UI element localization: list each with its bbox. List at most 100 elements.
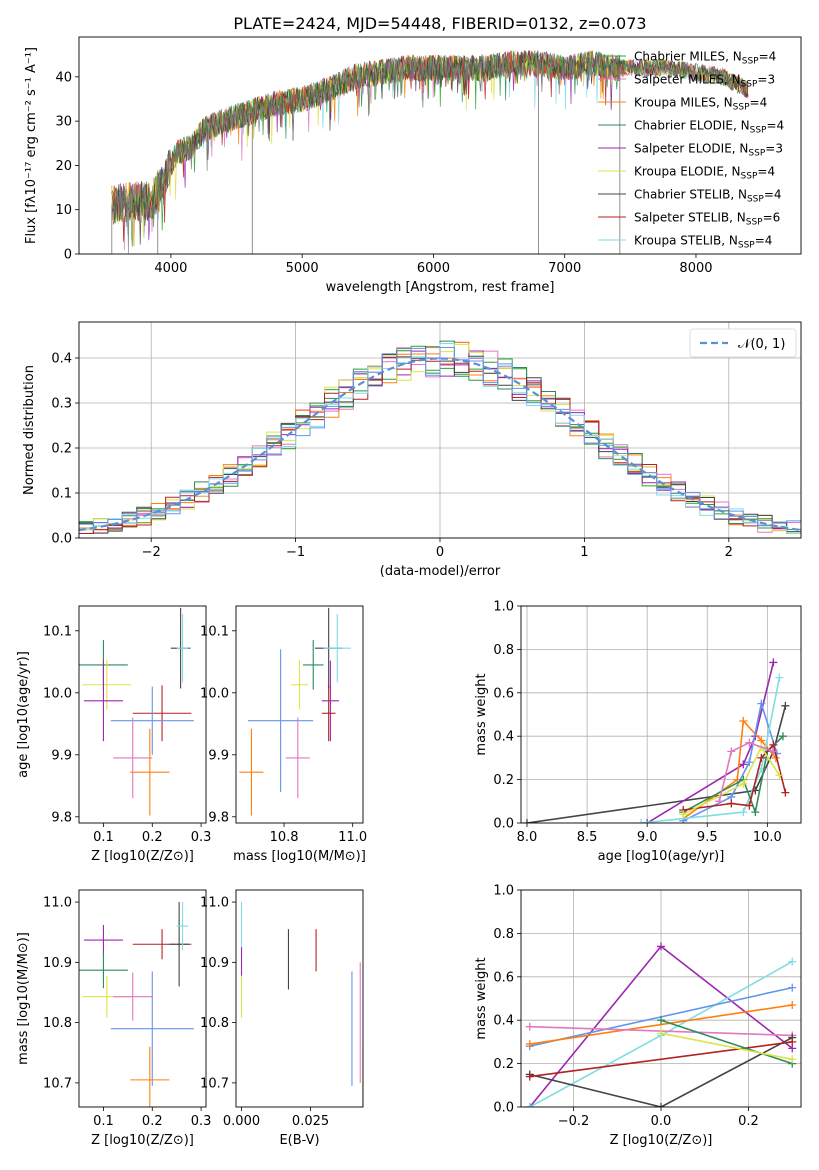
weight-marker — [757, 753, 766, 762]
legend-nssp: =3 — [757, 73, 775, 87]
y-tick-label: 10 — [55, 203, 72, 218]
x-axis-label: wavelength [Angstrom, rest frame] — [326, 280, 555, 295]
legend-entry: Chabrier MILES, NSSP=4 — [634, 50, 776, 67]
y-tick-label: 10.8 — [200, 1016, 229, 1031]
spectrum-line — [111, 50, 749, 254]
weight-marker — [788, 1037, 797, 1046]
weight-line — [529, 1041, 793, 1078]
plot-area-age-vs-z — [79, 607, 194, 816]
plot-area-spectrum — [111, 49, 749, 254]
y-tick-label: 10.0 — [43, 686, 72, 701]
x-axis-label: Z [log10(Z/Z⊙)] — [91, 1133, 194, 1148]
plot-area-mass-vs-z — [79, 902, 194, 1107]
panel-weight-vs-age: 8.0 8.5 9.0 9.5 10.0 0.0 0.2 0.4 0.6 0.8 1.0 age [l… — [474, 600, 802, 864]
x-tick-label: 1 — [580, 545, 588, 560]
weight-line — [529, 1004, 793, 1045]
weight-marker — [751, 808, 760, 817]
x-axis-label: Z [log10(Z/Z⊙)] — [610, 1133, 713, 1148]
weight-line — [660, 1032, 793, 1061]
y-tick-label: 10.9 — [200, 956, 229, 971]
y-tick-label: 0.6 — [493, 970, 514, 985]
plots-container: 4000 5000 6000 7000 8000010203040wavelength … — [16, 36, 802, 1148]
weight-marker — [525, 1103, 534, 1107]
x-tick-label: −0.2 — [558, 1114, 590, 1129]
y-tick-label: 10.7 — [200, 1076, 229, 1091]
x-tick-label: 4000 — [154, 261, 187, 276]
weight-marker — [643, 819, 652, 823]
legend-nssp: =6 — [763, 211, 781, 225]
weight-marker — [788, 983, 797, 992]
y-axis-label: mass weight — [474, 673, 489, 755]
y-tick-label: 10.8 — [43, 1016, 72, 1031]
y-tick-label: 0.4 — [493, 1014, 514, 1029]
y-tick-label: 0.2 — [51, 442, 72, 457]
plot-area-weight-vs-z — [521, 890, 801, 1107]
legend-nssp: =4 — [766, 119, 784, 133]
legend-nssp: =4 — [750, 96, 768, 110]
weight-marker — [788, 1055, 797, 1064]
legend-subscript: SSP — [738, 241, 755, 251]
x-tick-label: 8.5 — [577, 830, 598, 845]
weight-marker — [727, 799, 736, 808]
y-tick-label: 9.8 — [51, 810, 72, 825]
x-tick-label: 0.1 — [93, 830, 114, 845]
weight-marker — [739, 717, 748, 726]
y-tick-label: 9.8 — [208, 810, 229, 825]
figure-title: PLATE=2424, MJD=54448, FIBERID=0132, z=0… — [233, 14, 646, 33]
weight-marker — [739, 808, 748, 817]
weight-marker — [788, 1001, 797, 1010]
weight-marker — [788, 957, 797, 966]
legend-subscript: SSP — [742, 57, 759, 67]
y-tick-label: 0.3 — [51, 397, 72, 412]
plot-area-age-vs-mass — [239, 607, 351, 816]
y-tick-label: 0 — [64, 248, 72, 263]
y-tick-label: 0.2 — [493, 1057, 514, 1072]
legend-box — [689, 328, 797, 358]
y-tick-label: 0.0 — [51, 532, 72, 547]
y-tick-label: 1.0 — [493, 600, 514, 615]
x-tick-label: 8000 — [679, 261, 712, 276]
legend-entry: 𝒩(0, 1) — [738, 337, 785, 352]
y-tick-label: 10.9 — [43, 956, 72, 971]
weight-marker — [745, 801, 754, 810]
x-tick-label: 11.0 — [338, 830, 367, 845]
legend-nssp: =4 — [757, 165, 775, 179]
y-tick-label: 0.0 — [493, 1101, 514, 1116]
x-tick-label: 0.2 — [142, 830, 163, 845]
legend-subscript: SSP — [748, 149, 765, 159]
weight-line — [682, 745, 781, 816]
weight-marker — [727, 747, 736, 756]
y-tick-label: 10.7 — [43, 1076, 72, 1091]
y-axis-label: Normed distribution — [22, 365, 37, 495]
axes-frame — [235, 889, 364, 1108]
y-axis-label: age [log10(age/yr)] — [16, 651, 31, 778]
legend-subscript: SSP — [741, 172, 758, 182]
plot-area-mass-vs-ebv — [240, 902, 363, 1107]
legend-nssp: =4 — [764, 188, 782, 202]
x-tick-label: 9.0 — [637, 830, 658, 845]
legend-entry: Salpeter ELODIE, NSSP=3 — [634, 142, 783, 159]
axes-frame — [78, 889, 207, 1108]
x-axis-label: age [log10(age/yr)] — [598, 849, 725, 864]
x-tick-label: 0.000 — [223, 1114, 260, 1129]
x-tick-label: −1 — [286, 545, 305, 560]
axes-frame — [78, 605, 207, 824]
legend-nssp: =4 — [759, 50, 777, 64]
weight-marker — [739, 779, 748, 788]
weight-marker — [715, 797, 724, 806]
weight-marker — [525, 1022, 534, 1031]
weight-marker — [769, 658, 778, 667]
weight-line — [526, 705, 787, 823]
x-tick-label: 0.3 — [191, 830, 212, 845]
plot-area-residuals — [79, 322, 801, 538]
axes-frame — [520, 889, 802, 1108]
x-axis-label: E(B-V) — [279, 1133, 319, 1148]
y-axis-label: Flux [fλ10⁻¹⁷ erg cm⁻² s⁻¹ A⁻¹] — [24, 47, 39, 244]
legend-subscript: SSP — [741, 80, 758, 90]
panel-spectrum: 4000 5000 6000 7000 8000 0 10 20 30 40 wavelength … — [24, 36, 802, 295]
weight-marker — [523, 819, 532, 823]
y-tick-label: 0.8 — [493, 643, 514, 658]
y-tick-label: 9.9 — [51, 748, 72, 763]
x-axis-label: mass [log10(M/M⊙)] — [233, 849, 366, 864]
